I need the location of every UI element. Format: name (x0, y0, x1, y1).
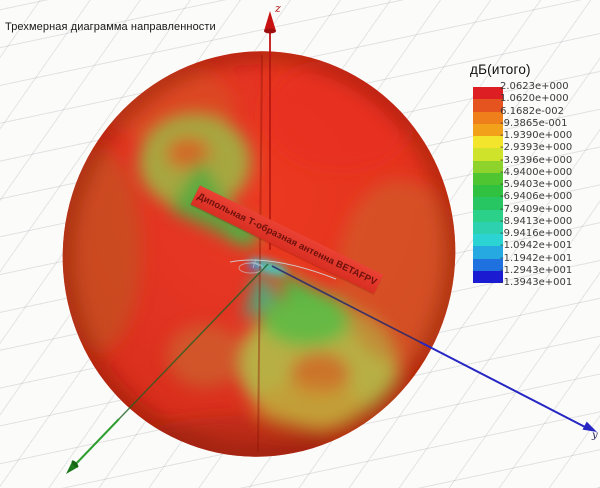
legend-color-segment (473, 185, 503, 198)
surface-seam (257, 54, 263, 453)
legend-color-segment (473, 258, 503, 271)
legend-color-segment (473, 209, 503, 222)
legend-tick-label: 2.0623e+000 (500, 81, 569, 92)
legend-color-segment (473, 111, 503, 124)
legend-tick-label: -8.9413e+000 (500, 215, 573, 227)
legend-color-bar (473, 87, 503, 283)
legend-color-segment (473, 160, 503, 173)
legend-color-segment (473, 234, 503, 247)
axis-y: y (271, 265, 598, 441)
z-axis-arrow-base (264, 28, 276, 34)
legend-body: 2.0623e+000 1.0620e+000 6.1682e-002 -9.3865… (470, 81, 580, 288)
legend-tick-labels: 2.0623e+000 1.0620e+000 6.1682e-002 -9.3865… (500, 81, 573, 289)
legend-color-segment (473, 221, 503, 234)
axis-x (66, 263, 269, 474)
legend-title: дБ(итого) (470, 62, 531, 77)
z-axis-arrow-icon (264, 11, 276, 31)
legend-tick-label: -9.9416e+000 (500, 228, 573, 239)
radiation-pattern-surface[interactable] (25, 15, 493, 488)
legend-tick-label: -6.9406e+000 (500, 191, 573, 203)
legend-tick-label: -9.3865e-001 (500, 117, 568, 129)
legend-color-segment (473, 87, 503, 100)
legend-color-segment (473, 99, 503, 112)
legend-tick-label: -2.9393e+000 (500, 142, 573, 154)
legend-tick-label: 1.0620e+000 (500, 93, 569, 105)
legend-color-segment (473, 246, 503, 259)
legend-color-segment (473, 197, 503, 210)
page-title: Трехмерная диаграмма направленности (5, 21, 216, 33)
z-axis-label: z (274, 2, 281, 15)
legend-tick-label: -4.9400e+000 (500, 166, 573, 178)
y-axis-arrow-icon (582, 421, 597, 432)
legend-color-segment (473, 148, 503, 161)
legend-tick-label: -1.2943e+001 (500, 264, 573, 276)
legend-tick-label: -7.9409e+000 (500, 203, 573, 215)
legend-tick-label: -5.9403e+000 (500, 179, 573, 190)
x-axis-arrow-base (71, 460, 79, 468)
legend-tick-label: -3.9396e+000 (500, 154, 573, 166)
legend-color-segment (473, 136, 503, 149)
legend-tick-label: -1.0942e+001 (500, 240, 573, 252)
legend-color-segment (473, 270, 503, 283)
legend-tick-label: 6.1682e-002 (500, 105, 564, 117)
legend-tick-label: -1.9390e+000 (500, 130, 573, 141)
legend-tick-label: -1.1942e+001 (500, 252, 573, 264)
axis-z: z (264, 2, 281, 250)
colorbar-legend: дБ(итого) 2.0623e+000 1.0620e+000 6.1682e-… (470, 62, 580, 288)
legend-color-segment (473, 172, 503, 185)
y-axis-label: y (591, 430, 598, 441)
legend-tick-label: -1.3943e+001 (500, 277, 573, 288)
legend-color-segment (473, 123, 503, 136)
antenna-model-sketch (229, 258, 337, 280)
